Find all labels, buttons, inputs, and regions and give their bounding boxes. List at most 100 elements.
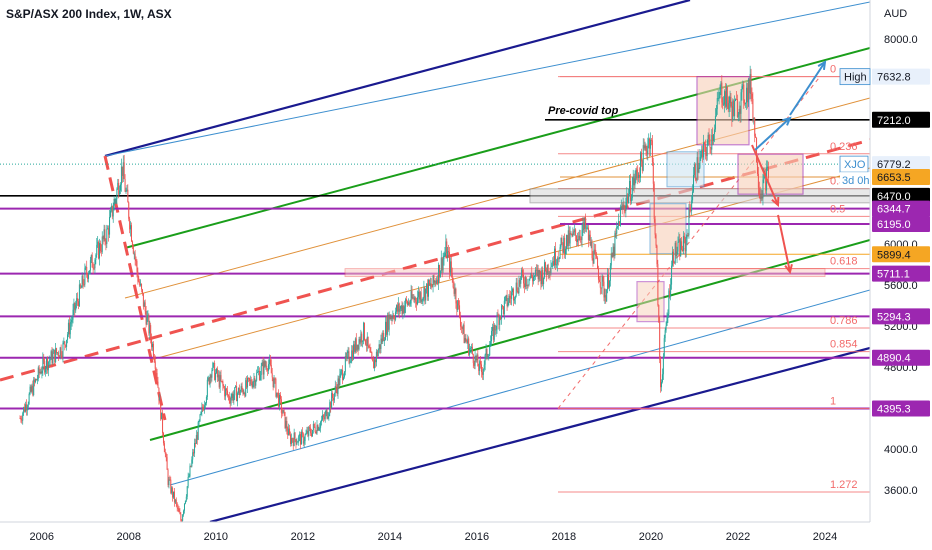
- candle-body: [738, 108, 740, 116]
- candle-body: [310, 428, 312, 434]
- candle-body: [258, 370, 260, 381]
- candle-body: [113, 200, 115, 211]
- candle-body: [504, 297, 506, 301]
- candle-body: [251, 384, 253, 388]
- candle-body: [375, 351, 377, 363]
- candle-body: [493, 325, 495, 340]
- arrow-down-1: [751, 144, 779, 206]
- candle-body: [423, 287, 425, 298]
- candle-body: [576, 235, 578, 242]
- candle-body: [108, 228, 110, 235]
- candle-body: [173, 491, 175, 503]
- candle-body: [765, 173, 767, 191]
- candle-body: [229, 400, 231, 404]
- candle-body: [120, 184, 122, 191]
- candle-body: [547, 264, 549, 274]
- y-tick-label-1: 4000.0: [884, 444, 918, 456]
- badge-sub-text-2: 3d 0h: [842, 175, 870, 187]
- candle-body: [754, 118, 756, 137]
- candle-body: [239, 391, 241, 396]
- candle-body: [373, 361, 375, 369]
- candle-body: [596, 255, 598, 258]
- candle-body: [254, 378, 256, 386]
- candle-body: [99, 243, 101, 252]
- candle-body: [502, 306, 504, 315]
- candle-body: [511, 292, 513, 299]
- candle-body: [311, 433, 313, 437]
- candle-body: [757, 173, 759, 188]
- candle-body: [428, 280, 430, 285]
- candle-body: [577, 239, 579, 241]
- candle-body: [223, 385, 225, 388]
- candle-body: [707, 134, 709, 146]
- candle-body: [400, 305, 402, 309]
- candle-body: [256, 372, 258, 381]
- price-badge-label-4: 6470.0: [877, 191, 911, 203]
- x-tick-label-7: 2020: [639, 531, 663, 543]
- candle-body: [90, 255, 92, 261]
- candle-body: [682, 235, 684, 251]
- candle-body: [472, 354, 474, 363]
- candle-body: [474, 355, 476, 366]
- candle-body: [718, 97, 720, 99]
- candle-body: [190, 465, 192, 467]
- candle-body: [23, 407, 25, 414]
- candle-body: [388, 314, 390, 330]
- candle-body: [356, 344, 358, 351]
- candle-body: [672, 251, 674, 263]
- candle-body: [32, 385, 34, 396]
- candle-body: [468, 338, 470, 355]
- candle-body: [578, 235, 580, 241]
- candle-body: [366, 336, 368, 346]
- candle-body: [200, 411, 202, 415]
- candle-body: [189, 465, 191, 477]
- candle-body: [349, 362, 351, 364]
- candle-body: [758, 187, 760, 194]
- candle-body: [699, 156, 701, 168]
- candle-body: [141, 283, 143, 290]
- candle-body: [96, 244, 98, 255]
- candle-body: [396, 305, 398, 312]
- candle-body: [463, 324, 465, 344]
- candle-body: [411, 291, 413, 299]
- candle-body: [515, 282, 517, 296]
- candle-body: [57, 352, 59, 357]
- candle-body: [353, 344, 355, 352]
- candle-body: [259, 375, 261, 381]
- candle-body: [722, 102, 724, 105]
- candle-body: [485, 348, 487, 355]
- candle-body: [389, 314, 391, 320]
- candle-body: [142, 293, 144, 307]
- candle-body: [670, 284, 672, 297]
- candle-body: [351, 350, 353, 361]
- candle-body: [633, 176, 635, 186]
- candle-body: [156, 373, 158, 382]
- candle-body: [322, 415, 324, 418]
- candle-body: [447, 251, 449, 258]
- candle-body: [218, 374, 220, 388]
- candle-body: [570, 233, 572, 234]
- candle-body: [720, 82, 722, 87]
- candle-body: [160, 397, 162, 420]
- candle-body: [323, 417, 325, 420]
- candle-body: [119, 190, 121, 195]
- candle-body: [552, 261, 554, 266]
- candle-body: [336, 388, 338, 394]
- candle-body: [714, 116, 716, 130]
- candle-body: [510, 297, 512, 299]
- candle-body: [263, 361, 265, 375]
- candle-body: [117, 182, 119, 190]
- current-box: [737, 153, 804, 195]
- candle-body: [591, 242, 593, 259]
- candle-body: [399, 308, 401, 312]
- candle-body: [452, 277, 454, 288]
- candle-body: [71, 319, 73, 323]
- price-badge-label-2: 6779.2: [877, 159, 911, 171]
- candle-body: [187, 476, 189, 487]
- candle-body: [652, 162, 654, 184]
- candle-body: [390, 317, 392, 320]
- candle-body: [102, 236, 104, 240]
- candle-body: [741, 86, 743, 93]
- candle-body: [433, 275, 435, 283]
